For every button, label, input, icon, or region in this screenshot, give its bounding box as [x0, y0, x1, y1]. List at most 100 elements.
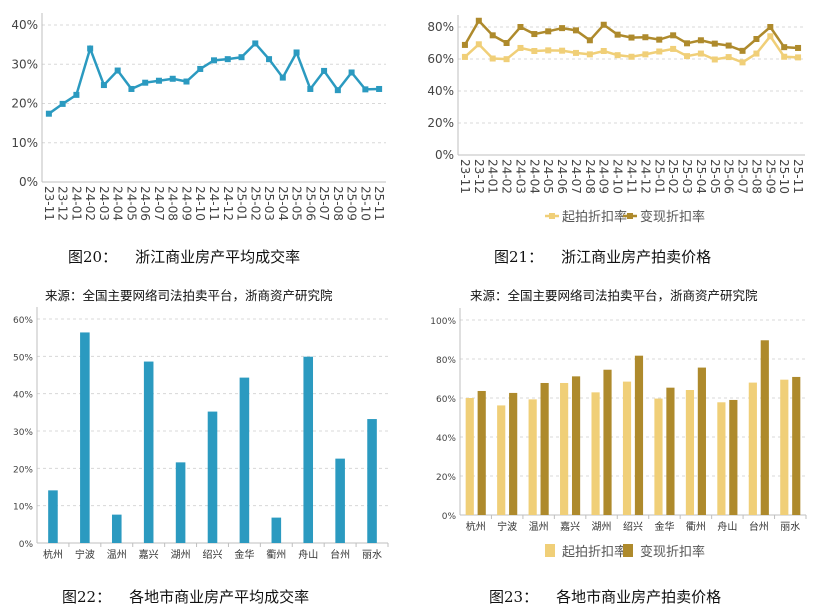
data-point — [656, 36, 663, 43]
legend-label: 变现折扣率 — [640, 544, 705, 560]
chart-1: 0%10%20%30%40%23-11 23-12 24-01 24-02 24-03 2… — [11, 13, 386, 221]
x-tick-label: 24-02 — [500, 159, 514, 194]
caption-title: 各地市商业房产平均成交率 — [129, 588, 310, 606]
x-tick-label: 23-11 — [42, 186, 56, 221]
bar — [591, 392, 600, 515]
data-point — [586, 37, 593, 44]
x-tick-label: 24-02 — [83, 186, 97, 221]
data-point — [503, 56, 510, 63]
x-tick-label: 25-08 — [331, 186, 345, 221]
bar — [303, 356, 314, 543]
data-point — [238, 54, 245, 61]
y-tick-label: 10% — [11, 136, 38, 150]
y-tick-label: 60% — [13, 316, 33, 326]
data-point — [614, 52, 621, 59]
x-tick-label: 台州 — [330, 548, 350, 561]
x-tick-label: 24-12 — [638, 159, 652, 194]
data-point — [59, 100, 66, 107]
data-point — [600, 21, 607, 28]
legend-label: 起拍折扣率 — [562, 544, 627, 560]
data-point — [475, 41, 482, 48]
data-point — [545, 47, 552, 54]
y-tick-label: 20% — [427, 116, 454, 130]
x-tick-label: 23-11 — [458, 159, 472, 194]
data-point — [517, 24, 524, 30]
y-tick-label: 20% — [436, 473, 456, 483]
data-point — [711, 40, 718, 47]
data-point — [711, 56, 718, 63]
x-tick-label: 24-06 — [555, 159, 569, 194]
bar — [528, 399, 537, 515]
x-tick-label: 24-10 — [611, 159, 625, 194]
data-point — [656, 48, 663, 55]
x-tick-label: 25-07 — [736, 159, 750, 194]
legend-swatch — [623, 544, 633, 557]
x-tick-label: 25-08 — [749, 159, 763, 194]
data-point — [461, 41, 468, 48]
bar — [465, 398, 474, 515]
x-tick-label: 24-06 — [138, 186, 152, 221]
data-point — [128, 85, 135, 92]
x-tick-label: 24-04 — [527, 159, 541, 194]
y-tick-label: 20% — [11, 97, 38, 111]
y-tick-label: 0% — [19, 175, 38, 189]
x-tick-label: 杭州 — [43, 548, 63, 561]
x-tick-label: 台州 — [749, 520, 769, 533]
x-tick-label: 丽水 — [362, 549, 382, 561]
data-point — [517, 44, 524, 51]
bar — [792, 376, 801, 515]
data-point — [334, 87, 341, 94]
bar — [367, 419, 377, 543]
y-tick-label: 40% — [427, 84, 454, 98]
y-tick-label: 40% — [436, 434, 456, 444]
data-point — [142, 79, 149, 86]
data-point — [155, 77, 162, 84]
x-tick-label: 25-02 — [248, 186, 262, 221]
data-point — [197, 65, 204, 72]
x-tick-label: 24-01 — [486, 159, 500, 194]
data-point — [279, 74, 286, 81]
caption-number: 图23： — [489, 588, 539, 606]
data-point — [572, 27, 579, 34]
bar — [666, 387, 675, 515]
data-point — [586, 51, 593, 58]
x-tick-label: 杭州 — [466, 520, 486, 533]
data-point — [739, 47, 746, 54]
x-tick-label: 25-03 — [680, 159, 694, 194]
x-tick-label: 24-01 — [69, 186, 83, 221]
data-point — [767, 33, 774, 40]
data-point — [211, 57, 217, 64]
x-tick-label: 25-09 — [345, 186, 359, 221]
data-point — [628, 34, 635, 41]
bar — [239, 377, 250, 543]
x-tick-label: 衢州 — [686, 521, 706, 533]
data-point — [169, 75, 176, 82]
data-point — [628, 53, 635, 60]
caption-title: 浙江商业房产平均成交率 — [135, 248, 301, 266]
bar — [497, 405, 506, 515]
legend-marker — [549, 213, 555, 219]
data-point — [461, 53, 468, 60]
data-point — [725, 42, 732, 49]
x-tick-label: 25-06 — [303, 186, 317, 221]
bar — [571, 376, 581, 515]
y-tick-label: 30% — [13, 428, 33, 438]
data-point — [531, 31, 538, 38]
data-point — [670, 45, 677, 52]
bar — [654, 398, 663, 515]
x-tick-label: 24-05 — [541, 159, 555, 194]
x-tick-label: 24-07 — [152, 186, 166, 221]
x-tick-label: 25-10 — [358, 186, 372, 221]
data-point — [475, 17, 482, 24]
x-tick-label: 25-05 — [290, 186, 304, 221]
data-point — [362, 86, 369, 93]
data-point — [767, 24, 774, 30]
y-tick-label: 0% — [442, 512, 457, 522]
x-tick-label: 25-01 — [235, 186, 249, 221]
data-point — [600, 48, 607, 54]
data-point — [781, 44, 788, 51]
x-tick-label: 24-09 — [597, 159, 611, 194]
data-point — [559, 47, 566, 54]
x-tick-label: 绍兴 — [623, 520, 643, 533]
